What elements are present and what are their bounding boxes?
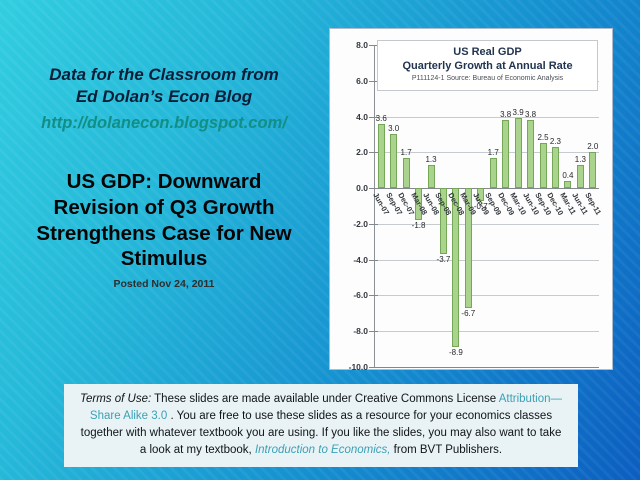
terms-text-3: from BVT Publishers.	[390, 444, 503, 457]
bar-value-label: 3.8	[500, 110, 512, 120]
slide-title: US GDP: Downward Revision of Q3 Growth S…	[8, 169, 320, 272]
y-axis-label: 6.0	[356, 75, 368, 86]
bar-value-label: 2.0	[587, 142, 599, 152]
y-axis-label: 2.0	[356, 147, 368, 158]
terms-text-1: These slides are made available under Cr…	[151, 393, 499, 405]
terms-text-2: . You are free to use these slides as a …	[80, 410, 562, 457]
blog-url-link[interactable]: http://dolanecon.blogspot.com/	[41, 113, 287, 132]
y-axis-label: -8.0	[353, 326, 368, 337]
bar-Mar-11	[564, 180, 572, 189]
y-axis-tick	[369, 80, 378, 82]
y-axis-label: -4.0	[353, 254, 368, 265]
gdp-chart-panel: 3.6 Jun-07 3.0 Sep-07 1.7 Dec-07 -1.8 Mar-08 1.3…	[329, 28, 613, 372]
bar-value-label: 3.8	[524, 110, 537, 120]
bar-Mar-10	[514, 118, 522, 189]
terms-textbook-link[interactable]: Introduction to Economics,	[254, 444, 391, 457]
bar-value-label: 3.9	[512, 108, 524, 118]
y-axis-tick	[369, 295, 378, 297]
bar-Dec-08	[452, 188, 460, 348]
gridline	[375, 188, 599, 190]
bar-value-label: -3.7	[436, 255, 451, 265]
bar-value-label: 3.6	[375, 113, 387, 123]
terms-of-use-box: Terms of Use: These slides are made avai…	[64, 384, 578, 467]
terms-label: Terms of Use:	[80, 393, 152, 405]
y-axis-tick	[369, 367, 378, 368]
gridline	[375, 259, 599, 261]
bar-Sep-09	[489, 157, 497, 189]
chart-title: US Real GDP	[453, 46, 522, 58]
bar-value-label: 1.3	[425, 154, 437, 164]
bar-Sep-08	[439, 188, 447, 255]
bar-Dec-10	[551, 146, 559, 189]
bar-Sep-11	[589, 152, 597, 189]
gridline	[375, 295, 599, 297]
bar-value-label: 2.5	[537, 133, 549, 143]
slide-title-line2: Revision of Q3 Growth	[53, 195, 275, 219]
bar-Sep-07	[390, 134, 398, 189]
left-text-block: Data for the Classroom from Ed Dolan’s E…	[2, 64, 326, 290]
bar-Mar-09	[464, 188, 472, 308]
bar-value-label: 0.4	[562, 170, 574, 180]
bar-Jun-08	[427, 164, 435, 189]
slide-title-line4: Stimulus	[120, 247, 208, 271]
gridline	[375, 367, 599, 368]
bar-value-label: -0.7	[473, 201, 488, 211]
bar-Jun-10	[527, 120, 535, 189]
y-axis-tick	[369, 188, 378, 190]
y-axis-tick	[369, 116, 378, 118]
slide-title-line1: US GDP: Downward	[66, 169, 262, 193]
y-axis-label: -2.0	[353, 218, 368, 229]
y-axis-tick	[369, 259, 378, 261]
chart-source-note: P111124-1 Source: Bureau of Economic Ana…	[411, 74, 564, 82]
y-axis-tick	[369, 45, 378, 46]
bar-Jun-11	[576, 164, 584, 189]
y-axis-label: -6.0	[353, 290, 368, 301]
bar-value-label: -1.8	[411, 221, 426, 231]
bar-Jun-09	[477, 188, 485, 201]
bar-Sep-10	[539, 143, 547, 189]
gridline	[375, 116, 599, 118]
bar-value-label: 2.3	[549, 136, 561, 146]
chart-plot-area: 3.6 Jun-07 3.0 Sep-07 1.7 Dec-07 -1.8 Mar-08 1.3…	[369, 45, 603, 368]
bar-value-label: 1.3	[574, 154, 586, 164]
posted-date: Posted Nov 24, 2011	[113, 278, 215, 291]
bar-value-label: 3.0	[388, 124, 400, 134]
gridline	[375, 331, 599, 333]
bar-Jun-07	[377, 123, 385, 189]
bar-value-label: -6.7	[461, 308, 476, 318]
y-axis-label: -10.0	[348, 362, 368, 372]
y-axis-tick	[369, 223, 378, 225]
chart-title-box: US Real GDP Quarterly Growth at Annual R…	[377, 40, 598, 91]
bar-value-label: -8.9	[448, 348, 463, 358]
terms-license-link[interactable]: Attribution—Share Alike 3.0	[89, 393, 562, 423]
bar-Dec-07	[402, 157, 410, 189]
y-axis-tick	[369, 152, 378, 154]
chart-subtitle: Quarterly Growth at Annual Rate	[402, 60, 573, 73]
y-axis-label: 0.0	[356, 183, 368, 194]
bar-value-label: 1.7	[487, 147, 499, 157]
gridline	[375, 223, 599, 225]
bar-Dec-09	[502, 120, 510, 189]
blog-header-line1: Data for the Classroom from	[49, 65, 279, 84]
y-axis-label: 4.0	[356, 111, 368, 122]
blog-header-line2: Ed Dolan’s Econ Blog	[75, 87, 253, 107]
y-axis-tick	[369, 331, 378, 333]
bar-value-label: 1.7	[400, 147, 412, 157]
blog-header: Data for the Classroom from Ed Dolan’s E…	[2, 64, 326, 109]
slide-title-line3: Strengthens Case for New	[36, 221, 292, 245]
bar-Mar-08	[415, 188, 423, 221]
y-axis-label: 8.0	[356, 40, 368, 50]
gridline	[375, 152, 599, 154]
